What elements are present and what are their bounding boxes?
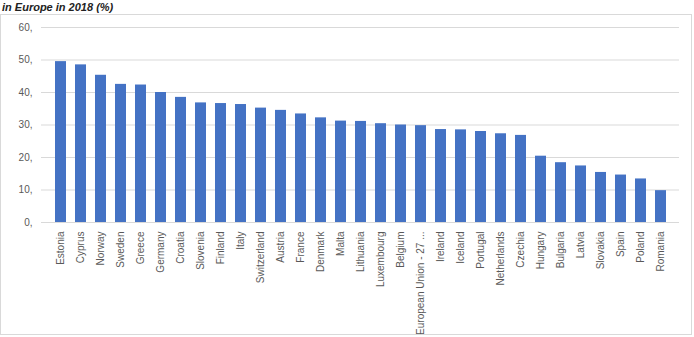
svg-text:10,: 10, — [19, 184, 33, 195]
svg-text:European Union - 27 ...: European Union - 27 ... — [415, 232, 426, 335]
svg-text:30,: 30, — [19, 119, 33, 130]
svg-text:Ireland: Ireland — [435, 232, 446, 263]
svg-text:Cyprus: Cyprus — [75, 232, 86, 264]
svg-text:20,: 20, — [19, 152, 33, 163]
svg-text:France: France — [295, 231, 306, 263]
svg-text:Latvia: Latvia — [575, 231, 586, 258]
svg-text:Poland: Poland — [635, 232, 646, 263]
svg-text:Germany: Germany — [155, 232, 166, 273]
svg-text:Norway: Norway — [95, 232, 106, 266]
svg-text:Spain: Spain — [615, 232, 626, 258]
svg-text:Sweden: Sweden — [115, 232, 126, 268]
svg-text:Bulgaria: Bulgaria — [555, 231, 566, 268]
svg-text:Croatia: Croatia — [175, 231, 186, 264]
svg-text:Malta: Malta — [335, 231, 346, 256]
svg-text:Lithuania: Lithuania — [355, 231, 366, 272]
svg-text:Austria: Austria — [275, 231, 286, 263]
svg-text:Italy: Italy — [235, 232, 246, 250]
svg-text:Greece: Greece — [135, 231, 146, 264]
svg-text:Portugal: Portugal — [475, 232, 486, 269]
svg-text:Finland: Finland — [215, 232, 226, 265]
svg-text:Czechia: Czechia — [515, 231, 526, 268]
svg-text:Denmark: Denmark — [315, 231, 326, 273]
svg-text:Switzerland: Switzerland — [255, 232, 266, 284]
svg-text:40,: 40, — [19, 87, 33, 98]
svg-text:Netherlands: Netherlands — [495, 232, 506, 286]
svg-text:Belgium: Belgium — [395, 232, 406, 268]
svg-text:Slovenia: Slovenia — [195, 231, 206, 270]
html-text:in Europe in 2018 (%): in Europe in 2018 (%) — [2, 1, 114, 13]
svg-text:Romania: Romania — [655, 231, 666, 271]
svg-text:60,: 60, — [19, 22, 33, 33]
svg-text:50,: 50, — [19, 54, 33, 65]
svg-text:Iceland: Iceland — [455, 232, 466, 264]
svg-text:0,: 0, — [24, 217, 32, 228]
svg-text:Slovakia: Slovakia — [595, 231, 606, 269]
svg-text:Luxembourg: Luxembourg — [375, 232, 386, 288]
svg-text:Estonia: Estonia — [55, 231, 66, 265]
svg-text:Hungary: Hungary — [535, 232, 546, 270]
